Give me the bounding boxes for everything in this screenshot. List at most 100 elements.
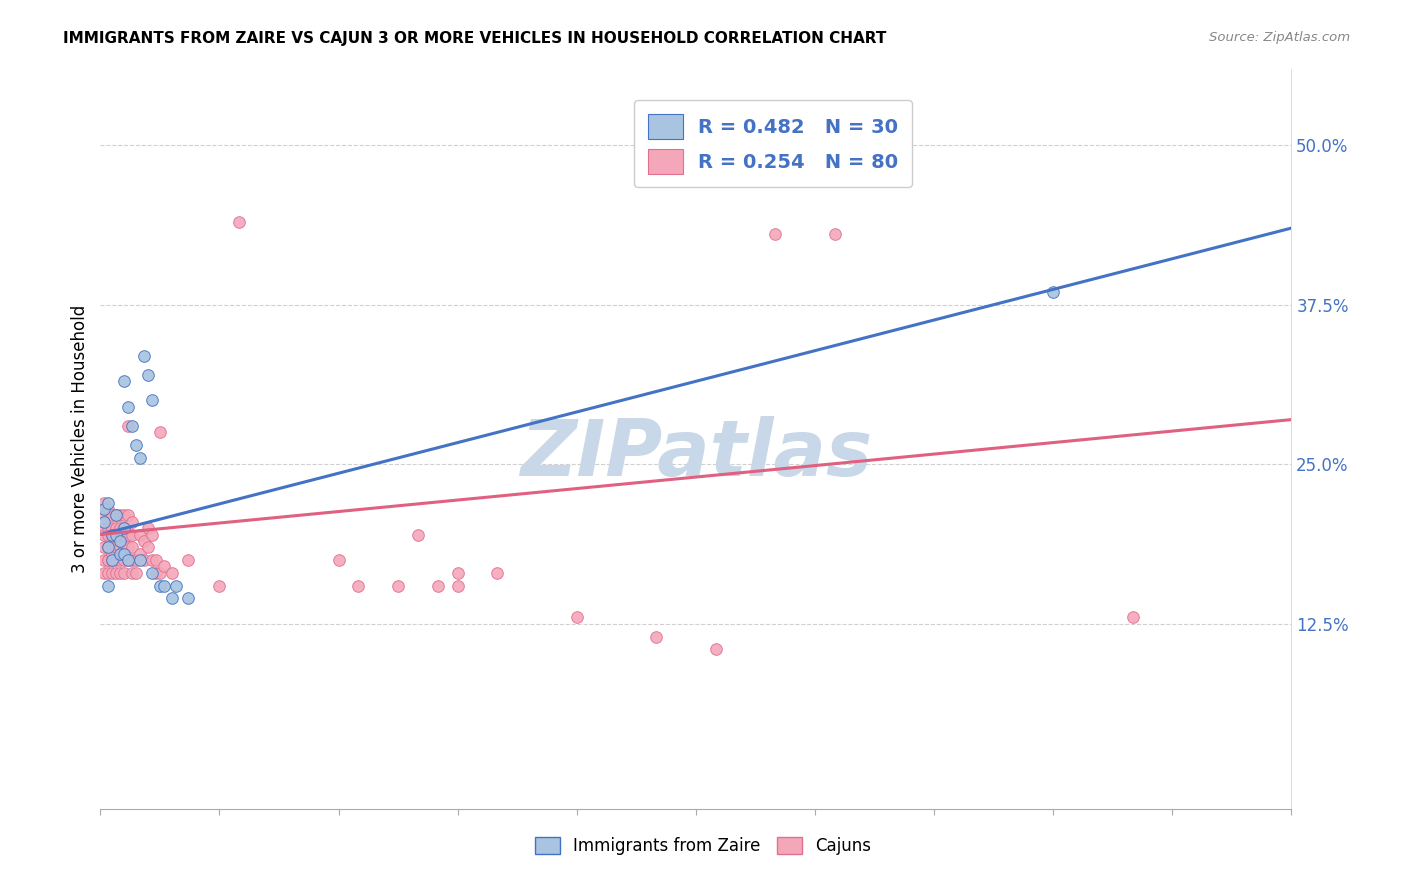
Point <box>97 553 120 567</box>
Point <box>129 450 152 465</box>
Point <box>176 591 198 606</box>
Point <box>93 508 115 523</box>
Point <box>704 642 727 657</box>
Point <box>105 527 128 541</box>
Point <box>387 578 409 592</box>
Point <box>108 541 131 555</box>
Point <box>132 553 155 567</box>
Point <box>446 566 468 580</box>
Point <box>347 578 370 592</box>
Point <box>145 566 167 580</box>
Point <box>112 527 135 541</box>
Point <box>121 541 143 555</box>
Point <box>97 502 120 516</box>
Point <box>112 541 135 555</box>
Point <box>153 578 176 592</box>
Text: ZIPatlas: ZIPatlas <box>520 416 872 491</box>
Point <box>121 419 143 434</box>
Point <box>105 527 128 541</box>
Point <box>763 227 786 242</box>
Point <box>645 630 668 644</box>
Point <box>97 578 120 592</box>
Point <box>112 521 135 535</box>
Point <box>101 527 124 541</box>
Point <box>132 349 155 363</box>
Point <box>105 566 128 580</box>
Point <box>1042 285 1064 299</box>
Point <box>121 515 143 529</box>
Point <box>101 553 124 567</box>
Point <box>117 419 139 434</box>
Point <box>112 508 135 523</box>
Point <box>93 521 115 535</box>
Point <box>117 553 139 567</box>
Point <box>93 502 115 516</box>
Point <box>97 527 120 541</box>
Point <box>145 553 167 567</box>
Point <box>112 553 135 567</box>
Point <box>108 527 131 541</box>
Point <box>176 553 198 567</box>
Point <box>117 508 139 523</box>
Point <box>93 502 115 516</box>
Point <box>149 566 172 580</box>
Point <box>125 553 148 567</box>
Point <box>105 508 128 523</box>
Point <box>105 541 128 555</box>
Point <box>93 566 115 580</box>
Point <box>101 527 124 541</box>
Point <box>105 508 128 523</box>
Point <box>141 527 163 541</box>
Point <box>112 547 135 561</box>
Point <box>149 578 172 592</box>
Point <box>160 591 183 606</box>
Point <box>125 566 148 580</box>
Text: IMMIGRANTS FROM ZAIRE VS CAJUN 3 OR MORE VEHICLES IN HOUSEHOLD CORRELATION CHART: IMMIGRANTS FROM ZAIRE VS CAJUN 3 OR MORE… <box>63 31 887 46</box>
Point <box>121 566 143 580</box>
Point <box>112 521 135 535</box>
Point <box>153 559 176 574</box>
Point <box>108 547 131 561</box>
Point <box>328 553 350 567</box>
Point <box>1122 610 1144 624</box>
Point <box>141 553 163 567</box>
Point <box>117 527 139 541</box>
Legend: R = 0.482   N = 30, R = 0.254   N = 80: R = 0.482 N = 30, R = 0.254 N = 80 <box>634 101 912 187</box>
Point <box>136 368 159 382</box>
Point <box>136 541 159 555</box>
Point <box>824 227 846 242</box>
Point <box>97 541 120 555</box>
Point <box>129 527 152 541</box>
Point <box>93 515 115 529</box>
Legend: Immigrants from Zaire, Cajuns: Immigrants from Zaire, Cajuns <box>529 830 877 862</box>
Point <box>117 541 139 555</box>
Point <box>446 578 468 592</box>
Point <box>108 566 131 580</box>
Point <box>121 527 143 541</box>
Point <box>121 553 143 567</box>
Point <box>105 553 128 567</box>
Point <box>117 400 139 414</box>
Point <box>132 533 155 548</box>
Point <box>108 521 131 535</box>
Point <box>117 553 139 567</box>
Point <box>105 521 128 535</box>
Point <box>125 438 148 452</box>
Point <box>97 541 120 555</box>
Point <box>129 553 152 567</box>
Point <box>93 495 115 509</box>
Point <box>108 508 131 523</box>
Point <box>165 578 187 592</box>
Point <box>93 553 115 567</box>
Point <box>101 541 124 555</box>
Point <box>228 215 250 229</box>
Point <box>97 553 120 567</box>
Point <box>97 521 120 535</box>
Point <box>112 566 135 580</box>
Point <box>101 508 124 523</box>
Point <box>101 566 124 580</box>
Point <box>565 610 588 624</box>
Point <box>93 541 115 555</box>
Point <box>97 495 120 509</box>
Point <box>93 527 115 541</box>
